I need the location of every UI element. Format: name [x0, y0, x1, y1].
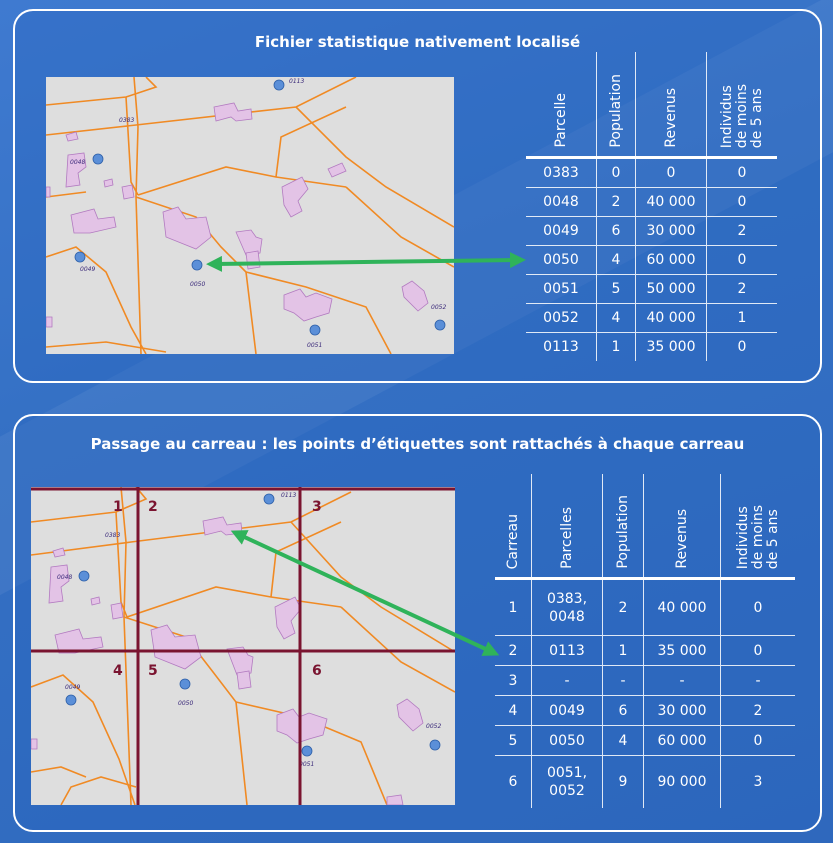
svg-text:0048: 0048 — [70, 159, 85, 166]
svg-text:6: 6 — [312, 663, 322, 679]
svg-text:0052: 0052 — [426, 723, 441, 730]
table-row: 3---- — [495, 665, 795, 696]
header-population: Population — [602, 474, 644, 580]
svg-text:0383: 0383 — [119, 117, 134, 124]
table-row: 2 0113 1 35 000 0 — [495, 635, 795, 666]
svg-text:0113: 0113 — [281, 492, 296, 499]
parcel-map-drawing: 0113 0383 0048 0049 0050 0052 0051 — [46, 77, 454, 354]
svg-text:2: 2 — [148, 499, 158, 515]
parcel-statistics-table: Parcelle Population Revenus Individus de… — [526, 52, 777, 361]
header-population: Population — [596, 52, 636, 159]
header-carreau: Carreau — [495, 474, 532, 580]
svg-text:0051: 0051 — [299, 761, 314, 768]
svg-text:0051: 0051 — [307, 342, 322, 349]
svg-text:0052: 0052 — [431, 304, 446, 311]
parcel-map: 0113 0383 0048 0049 0050 0052 0051 — [46, 77, 454, 354]
svg-text:1: 1 — [113, 499, 123, 515]
header-parcelles: Parcelles — [531, 474, 603, 580]
table-row: 5 0050 4 60 000 0 — [495, 725, 795, 756]
svg-text:5: 5 — [148, 663, 158, 679]
header-parcelle: Parcelle — [526, 52, 597, 159]
svg-text:0048: 0048 — [57, 574, 72, 581]
table-row: 4 0049 6 30 000 2 — [495, 695, 795, 726]
svg-text:0383: 0383 — [105, 532, 120, 539]
table-row: 0050 4 60 000 0 — [526, 245, 777, 275]
table-row: 6 0051, 0052 9 90 000 3 — [495, 755, 795, 808]
table-row: 0049 6 30 000 2 — [526, 216, 777, 246]
header-revenus: Revenus — [635, 52, 707, 159]
grid-statistics-table: Carreau Parcelles Population Revenus Ind… — [495, 474, 795, 808]
header-individus: Individus de moins de 5 ans — [706, 52, 777, 159]
svg-text:0049: 0049 — [80, 266, 95, 273]
table-row: 1 0383, 0048 2 40 000 0 — [495, 578, 795, 636]
svg-text:0113: 0113 — [289, 78, 304, 85]
grid-map-drawing: 0113 0383 0048 0049 0050 0052 0051 1 2 3… — [31, 487, 455, 805]
panel-title: Passage au carreau : les points d’étique… — [90, 435, 745, 453]
panel-title: Fichier statistique nativement localisé — [254, 33, 581, 51]
table-row: 0052 4 40 000 1 — [526, 303, 777, 333]
svg-text:3: 3 — [312, 499, 322, 515]
table-row: 0048 2 40 000 0 — [526, 187, 777, 217]
svg-text:0050: 0050 — [190, 281, 205, 288]
table-row: 0113 1 35 000 0 — [526, 332, 777, 361]
header-revenus: Revenus — [643, 474, 721, 580]
table-row: 0383 0 0 0 — [526, 157, 777, 188]
table-row: 0051 5 50 000 2 — [526, 274, 777, 304]
header-individus: Individus de moins de 5 ans — [720, 474, 795, 580]
svg-text:4: 4 — [113, 663, 123, 679]
svg-text:0050: 0050 — [178, 700, 193, 707]
grid-map: 0113 0383 0048 0049 0050 0052 0051 1 2 3… — [31, 487, 455, 805]
svg-text:0049: 0049 — [65, 684, 80, 691]
